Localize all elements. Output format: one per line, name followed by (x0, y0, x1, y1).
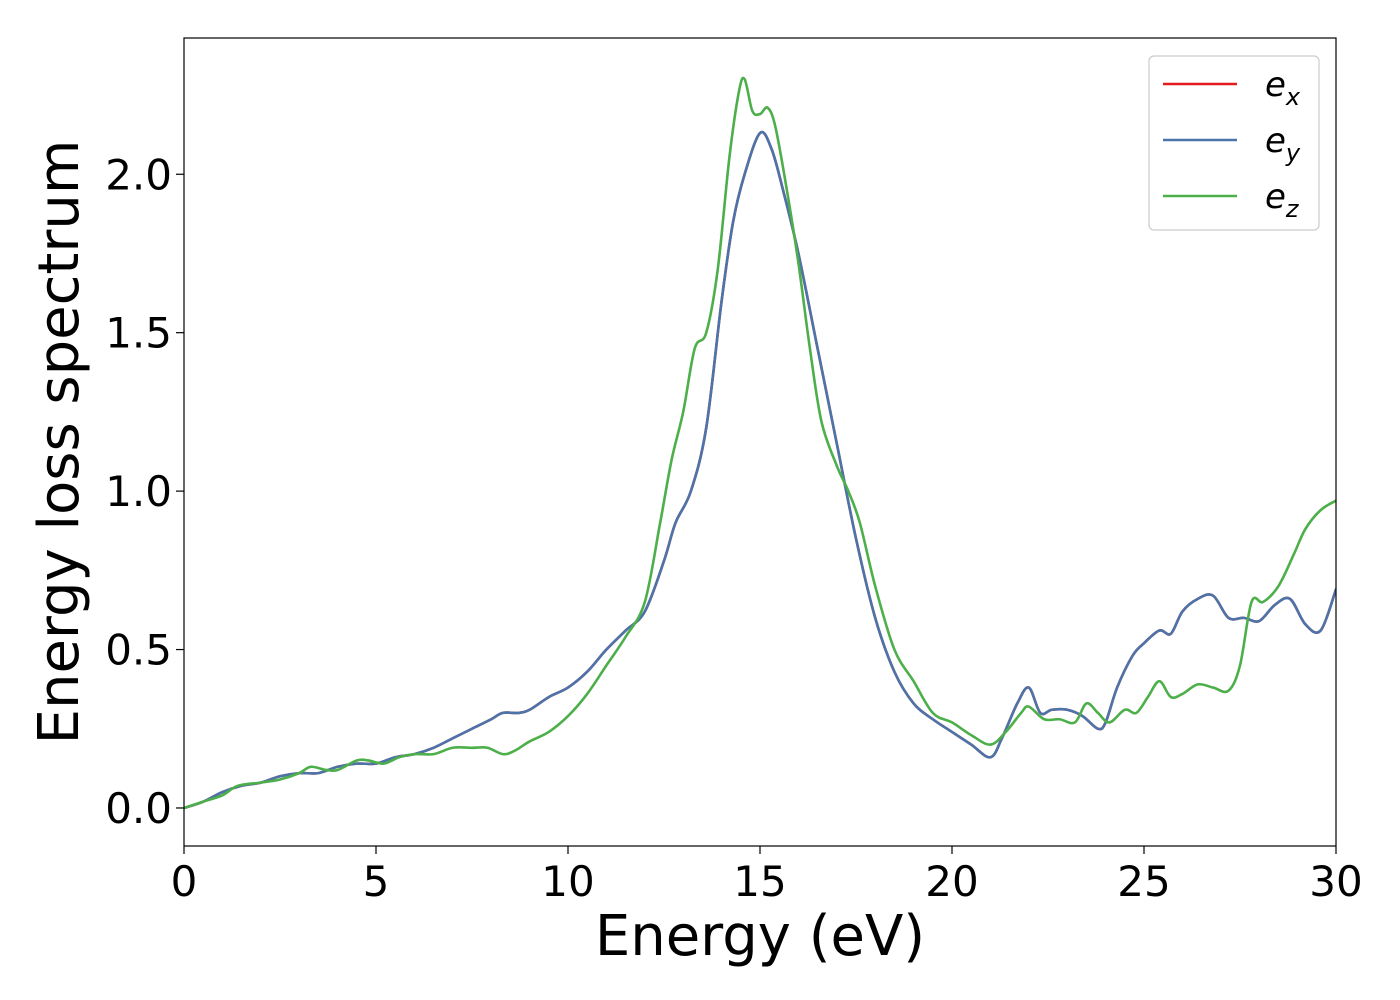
legend-label-x: ex (1265, 65, 1301, 111)
x-tick-label: 20 (925, 857, 978, 906)
series-line-x (184, 130, 1336, 810)
y-tick-label: 0.0 (105, 784, 172, 833)
x-tick-label: 15 (733, 857, 786, 906)
x-tick-label: 10 (541, 857, 594, 906)
legend-label-z: ez (1265, 177, 1300, 223)
y-tick-label: 1.0 (105, 467, 172, 516)
axes: 0 5 10 15 20 25 30 0.0 0.5 1.0 1.5 2.0 (105, 37, 1363, 906)
y-tick-label: 1.5 (105, 309, 172, 358)
x-tick-label: 5 (363, 857, 390, 906)
series-line-z (184, 76, 1336, 810)
y-axis-label: Energy loss spectrum (27, 140, 92, 745)
legend-box (1148, 55, 1320, 231)
x-axis-label: Energy (eV) (595, 904, 925, 969)
legend: ex ey ez (1148, 55, 1320, 231)
x-tick-label: 30 (1309, 857, 1362, 906)
y-tick-label: 0.5 (105, 626, 172, 675)
series-line-y (184, 130, 1336, 810)
x-tick-label: 0 (171, 857, 198, 906)
legend-label-y: ey (1265, 121, 1301, 167)
y-tick-label: 2.0 (105, 150, 172, 199)
plot-area (184, 76, 1336, 810)
x-tick-label: 25 (1117, 857, 1170, 906)
